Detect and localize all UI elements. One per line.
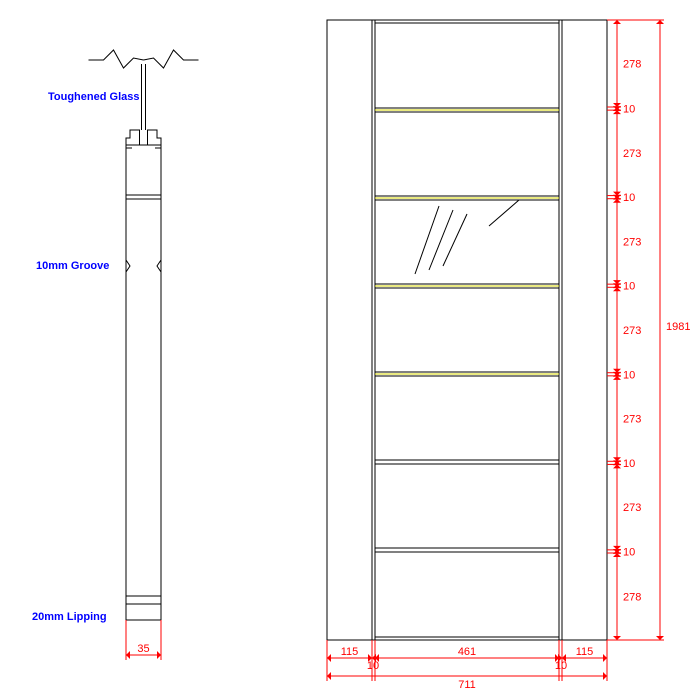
dim-seg-11: 10	[623, 546, 635, 558]
dim-seg-2: 273	[623, 148, 641, 160]
break-right	[144, 50, 199, 68]
dim-gap-right: 10	[555, 660, 567, 672]
dim-seg-6: 273	[623, 325, 641, 337]
dim-stile-left: 115	[341, 646, 359, 658]
dim-seg-3: 10	[623, 192, 635, 204]
dim-seg-1: 10	[623, 104, 635, 116]
dim-seg-10: 273	[623, 502, 641, 514]
dim-section-width: 35	[137, 643, 149, 655]
door-outline	[327, 20, 607, 640]
label-toughened-glass: Toughened Glass	[48, 91, 139, 103]
groove-left	[126, 260, 130, 272]
label-lipping: 20mm Lipping	[32, 611, 107, 623]
dim-seg-0: 278	[623, 59, 641, 71]
label-groove: 10mm Groove	[36, 260, 109, 272]
dim-seg-9: 10	[623, 458, 635, 470]
dim-seg-5: 10	[623, 281, 635, 293]
groove-right	[157, 260, 161, 272]
dim-seg-12: 278	[623, 591, 641, 603]
dim-center: 461	[458, 646, 476, 658]
dim-seg-8: 273	[623, 414, 641, 426]
dim-gap-left: 10	[367, 660, 379, 672]
break-left	[89, 50, 144, 68]
dim-stile-right: 115	[576, 646, 594, 658]
dim-seg-7: 10	[623, 369, 635, 381]
dim-seg-4: 273	[623, 236, 641, 248]
dim-total-height: 1981	[666, 321, 690, 333]
dim-total-width: 711	[458, 679, 476, 691]
